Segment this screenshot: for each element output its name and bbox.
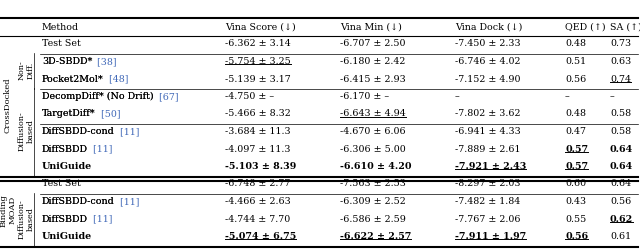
Text: -7.802 ± 3.62: -7.802 ± 3.62: [455, 110, 520, 118]
Text: -5.074 ± 6.75: -5.074 ± 6.75: [225, 232, 296, 241]
Text: -7.152 ± 4.90: -7.152 ± 4.90: [455, 74, 520, 84]
Text: 0.56: 0.56: [565, 74, 586, 84]
Text: 0.43: 0.43: [565, 197, 586, 206]
Text: [38]: [38]: [94, 57, 117, 66]
Text: Diffusion-
based: Diffusion- based: [17, 199, 35, 239]
Text: -4.744 ± 7.70: -4.744 ± 7.70: [225, 214, 291, 224]
Text: DiffSBDD: DiffSBDD: [42, 214, 88, 224]
Text: -7.563 ± 2.53: -7.563 ± 2.53: [340, 180, 406, 188]
Text: UniGuide: UniGuide: [42, 232, 92, 241]
Text: -6.622 ± 2.57: -6.622 ± 2.57: [340, 232, 412, 241]
Text: -4.097 ± 11.3: -4.097 ± 11.3: [225, 144, 291, 154]
Text: DiffSBDD: DiffSBDD: [42, 214, 88, 224]
Text: -5.754 ± 3.25: -5.754 ± 3.25: [225, 57, 291, 66]
Text: 0.48: 0.48: [565, 110, 586, 118]
Text: Vina Min (↓): Vina Min (↓): [340, 22, 402, 32]
Text: Vina Dock (↓): Vina Dock (↓): [455, 22, 522, 32]
Text: [11]: [11]: [90, 144, 113, 154]
Text: 0.48: 0.48: [565, 40, 586, 48]
Text: Binding
MOAD: Binding MOAD: [0, 194, 17, 227]
Text: 0.61: 0.61: [610, 232, 631, 241]
Text: –: –: [455, 92, 460, 101]
Text: TargetDiff*: TargetDiff*: [42, 110, 95, 118]
Text: -3.684 ± 11.3: -3.684 ± 11.3: [225, 127, 291, 136]
Text: 0.55: 0.55: [565, 214, 586, 224]
Text: Non-
Diff.: Non- Diff.: [17, 60, 35, 80]
Text: SA (↑): SA (↑): [610, 22, 640, 32]
Text: 0.47: 0.47: [565, 127, 586, 136]
Text: -6.306 ± 5.00: -6.306 ± 5.00: [340, 144, 406, 154]
Text: DiffSBDD: DiffSBDD: [42, 144, 88, 154]
Text: -5.466 ± 8.32: -5.466 ± 8.32: [225, 110, 291, 118]
Text: 0.56: 0.56: [565, 232, 588, 241]
Text: 0.64: 0.64: [610, 180, 631, 188]
Text: CrossDocked: CrossDocked: [4, 78, 12, 133]
Text: [67]: [67]: [156, 92, 179, 101]
Text: 0.64: 0.64: [610, 144, 633, 154]
Text: 0.63: 0.63: [610, 57, 631, 66]
Text: -4.670 ± 6.06: -4.670 ± 6.06: [340, 127, 406, 136]
Text: –: –: [610, 92, 615, 101]
Text: -6.170 ± –: -6.170 ± –: [340, 92, 389, 101]
Text: -6.746 ± 4.02: -6.746 ± 4.02: [455, 57, 520, 66]
Text: [50]: [50]: [98, 110, 120, 118]
Text: -6.586 ± 2.59: -6.586 ± 2.59: [340, 214, 406, 224]
Text: [11]: [11]: [90, 214, 113, 224]
Text: Pocket2Mol*: Pocket2Mol*: [42, 74, 104, 84]
Text: [11]: [11]: [116, 197, 140, 206]
Text: -5.103 ± 8.39: -5.103 ± 8.39: [225, 162, 296, 171]
Text: 0.57: 0.57: [565, 144, 588, 154]
Text: [48]: [48]: [106, 74, 128, 84]
Text: 0.62: 0.62: [610, 214, 633, 224]
Text: Test Set: Test Set: [42, 180, 81, 188]
Text: DiffSBDD-cond: DiffSBDD-cond: [42, 127, 115, 136]
Text: -4.750 ± –: -4.750 ± –: [225, 92, 274, 101]
Text: DiffSBDD-cond: DiffSBDD-cond: [42, 127, 115, 136]
Text: 3D-SBDD*: 3D-SBDD*: [42, 57, 92, 66]
Text: -8.297 ± 2.03: -8.297 ± 2.03: [455, 180, 520, 188]
Text: 0.58: 0.58: [610, 110, 631, 118]
Text: [11]: [11]: [116, 127, 140, 136]
Text: QED (↑): QED (↑): [565, 22, 605, 32]
Text: Method: Method: [42, 22, 79, 32]
Text: DiffSBDD-cond: DiffSBDD-cond: [42, 197, 115, 206]
Text: -7.767 ± 2.06: -7.767 ± 2.06: [455, 214, 520, 224]
Text: Diffusion-
based: Diffusion- based: [17, 112, 35, 151]
Text: 0.57: 0.57: [565, 162, 588, 171]
Text: UniGuide: UniGuide: [42, 162, 92, 171]
Text: 0.56: 0.56: [610, 197, 631, 206]
Text: DecompDiff* (No Drift): DecompDiff* (No Drift): [42, 92, 154, 101]
Text: Vina Score (↓): Vina Score (↓): [225, 22, 296, 32]
Text: -6.707 ± 2.50: -6.707 ± 2.50: [340, 40, 406, 48]
Text: 0.74: 0.74: [610, 74, 631, 84]
Text: -7.921 ± 2.43: -7.921 ± 2.43: [455, 162, 526, 171]
Text: Test Set: Test Set: [42, 40, 81, 48]
Text: DiffSBDD: DiffSBDD: [42, 144, 88, 154]
Text: DecompDiff* (No Drift): DecompDiff* (No Drift): [42, 92, 154, 101]
Text: 0.60: 0.60: [565, 180, 586, 188]
Text: Pocket2Mol*: Pocket2Mol*: [42, 74, 104, 84]
Text: -7.482 ± 1.84: -7.482 ± 1.84: [455, 197, 520, 206]
Text: 3D-SBDD*: 3D-SBDD*: [42, 57, 92, 66]
Text: -7.911 ± 1.97: -7.911 ± 1.97: [455, 232, 526, 241]
Text: –: –: [565, 92, 570, 101]
Text: 0.73: 0.73: [610, 40, 631, 48]
Text: -4.466 ± 2.63: -4.466 ± 2.63: [225, 197, 291, 206]
Text: 0.64: 0.64: [610, 162, 633, 171]
Text: -5.139 ± 3.17: -5.139 ± 3.17: [225, 74, 291, 84]
Text: -6.180 ± 2.42: -6.180 ± 2.42: [340, 57, 405, 66]
Text: -6.610 ± 4.20: -6.610 ± 4.20: [340, 162, 412, 171]
Text: -7.450 ± 2.33: -7.450 ± 2.33: [455, 40, 520, 48]
Text: -6.362 ± 3.14: -6.362 ± 3.14: [225, 40, 291, 48]
Text: -6.748 ± 2.77: -6.748 ± 2.77: [225, 180, 291, 188]
Text: 0.51: 0.51: [565, 57, 586, 66]
Text: -7.889 ± 2.61: -7.889 ± 2.61: [455, 144, 520, 154]
Text: -6.643 ± 4.94: -6.643 ± 4.94: [340, 110, 406, 118]
Text: TargetDiff*: TargetDiff*: [42, 110, 95, 118]
Text: DiffSBDD-cond: DiffSBDD-cond: [42, 197, 115, 206]
Text: -6.309 ± 2.52: -6.309 ± 2.52: [340, 197, 406, 206]
Text: 0.58: 0.58: [610, 127, 631, 136]
Text: -6.415 ± 2.93: -6.415 ± 2.93: [340, 74, 406, 84]
Text: -6.941 ± 4.33: -6.941 ± 4.33: [455, 127, 521, 136]
